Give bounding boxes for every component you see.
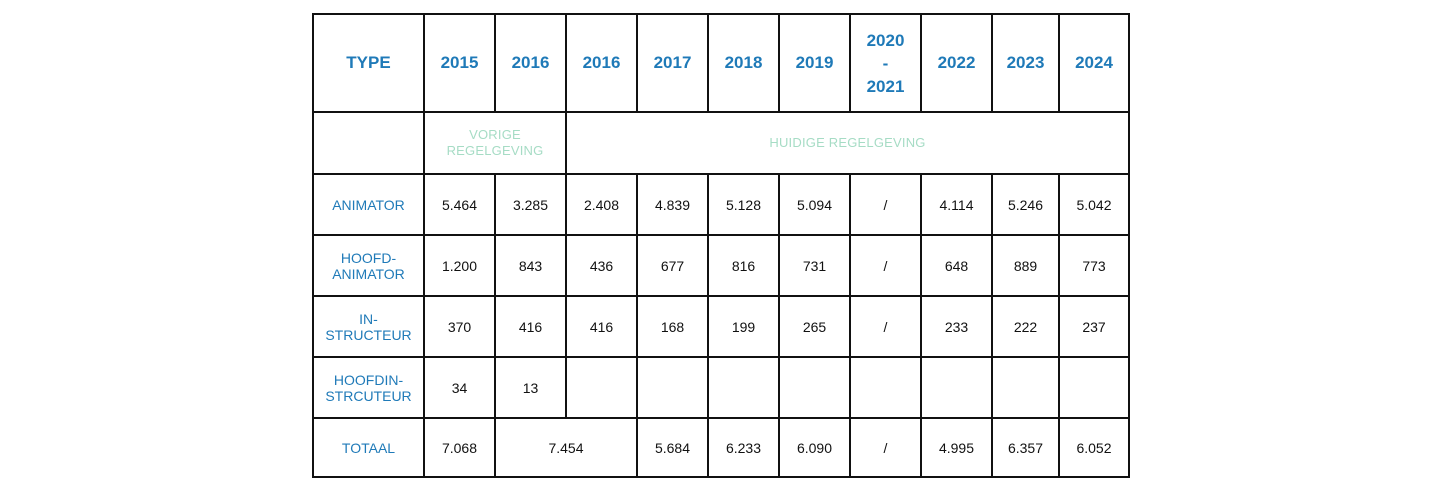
table-cell: 2.408 (565, 173, 638, 236)
table-cell: 34 (423, 356, 496, 419)
table-cell (920, 356, 993, 419)
table-cell (707, 356, 780, 419)
table-cell: 416 (565, 295, 638, 358)
table-cell: 237 (1058, 295, 1130, 358)
table-cell: 199 (707, 295, 780, 358)
total-cell: 7.068 (423, 417, 496, 478)
header-year-2020-2021: 2020 - 2021 (849, 13, 922, 113)
regulation-row: VORIGE REGELGEVING HUIDIGE REGELGEVING (312, 111, 1130, 175)
total-cell: 6.090 (778, 417, 851, 478)
table-cell (636, 356, 709, 419)
statistics-table: TYPE 2015 2016 2016 2017 2018 2019 2020 … (312, 13, 1130, 478)
table-cell: 222 (991, 295, 1060, 358)
table-cell: 1.200 (423, 234, 496, 297)
header-year: 2016 (494, 13, 567, 113)
row-label: HOOFDIN- STRCUTEUR (312, 356, 425, 419)
table-cell: / (849, 173, 922, 236)
table-cell: 265 (778, 295, 851, 358)
table-cell: 13 (494, 356, 567, 419)
table-cell: 5.128 (707, 173, 780, 236)
row-label: ANIMATOR (312, 173, 425, 236)
header-year: 2016 (565, 13, 638, 113)
header-year: 2015 (423, 13, 496, 113)
table-cell: / (849, 234, 922, 297)
total-cell: 6.052 (1058, 417, 1130, 478)
empty-cell (312, 111, 425, 175)
row-label: HOOFD- ANIMATOR (312, 234, 425, 297)
header-year: 2024 (1058, 13, 1130, 113)
table-cell: 731 (778, 234, 851, 297)
table-cell: / (849, 295, 922, 358)
table-cell (778, 356, 851, 419)
table-cell (849, 356, 922, 419)
table-row-hoofdinstructeur: HOOFDIN- STRCUTEUR 34 13 (312, 356, 1130, 419)
current-regulation-label: HUIDIGE REGELGEVING (565, 111, 1130, 175)
total-cell: 6.233 (707, 417, 780, 478)
row-label-line: STRCUTEUR (325, 387, 412, 404)
table-cell: 436 (565, 234, 638, 297)
table-cell: 648 (920, 234, 993, 297)
table-row-hoofdanimator: HOOFD- ANIMATOR 1.200 843 436 677 816 73… (312, 234, 1130, 297)
header-year-line: - (882, 53, 889, 73)
header-year: 2019 (778, 13, 851, 113)
table-cell (565, 356, 638, 419)
table-cell: 5.094 (778, 173, 851, 236)
table-cell: 5.042 (1058, 173, 1130, 236)
table-cell (991, 356, 1060, 419)
header-row: TYPE 2015 2016 2016 2017 2018 2019 2020 … (312, 13, 1130, 113)
table-cell: 4.839 (636, 173, 709, 236)
total-cell: 5.684 (636, 417, 709, 478)
header-type: TYPE (312, 13, 425, 113)
header-year: 2017 (636, 13, 709, 113)
table-cell: 773 (1058, 234, 1130, 297)
row-label-line: IN- (359, 310, 378, 327)
table-row-animator: ANIMATOR 5.464 3.285 2.408 4.839 5.128 5… (312, 173, 1130, 236)
table-cell: 233 (920, 295, 993, 358)
row-label-line: STRUCTEUR (325, 326, 412, 343)
table-cell (1058, 356, 1130, 419)
table-cell: 168 (636, 295, 709, 358)
row-label: IN- STRUCTEUR (312, 295, 425, 358)
header-year: 2022 (920, 13, 993, 113)
previous-regulation-line: REGELGEVING (446, 143, 544, 158)
header-year: 2023 (991, 13, 1060, 113)
previous-regulation-label: VORIGE REGELGEVING (423, 111, 567, 175)
row-label-line: HOOFDIN- (333, 371, 404, 388)
row-label-line: HOOFD- (340, 249, 397, 266)
table-cell: 889 (991, 234, 1060, 297)
table-row-instructeur: IN- STRUCTEUR 370 416 416 168 199 265 / … (312, 295, 1130, 358)
table-row-totaal: TOTAAL 7.068 7.454 5.684 6.233 6.090 / 4… (312, 417, 1130, 478)
table-cell: 5.246 (991, 173, 1060, 236)
table-cell: 5.464 (423, 173, 496, 236)
row-label-line: ANIMATOR (332, 265, 405, 282)
table-cell: 3.285 (494, 173, 567, 236)
table-cell: 843 (494, 234, 567, 297)
table-cell: 416 (494, 295, 567, 358)
total-cell: / (849, 417, 922, 478)
table-cell: 4.114 (920, 173, 993, 236)
table-cell: 677 (636, 234, 709, 297)
table-cell: 370 (423, 295, 496, 358)
row-label-total: TOTAAL (312, 417, 425, 478)
header-year-line: 2021 (866, 76, 905, 96)
total-cell: 7.454 (494, 417, 638, 478)
previous-regulation-line: VORIGE (469, 127, 521, 142)
total-cell: 6.357 (991, 417, 1060, 478)
header-year: 2018 (707, 13, 780, 113)
row-label-line: ANIMATOR (332, 196, 405, 213)
table-cell: 816 (707, 234, 780, 297)
total-cell: 4.995 (920, 417, 993, 478)
header-year-line: 2020 (866, 30, 905, 50)
